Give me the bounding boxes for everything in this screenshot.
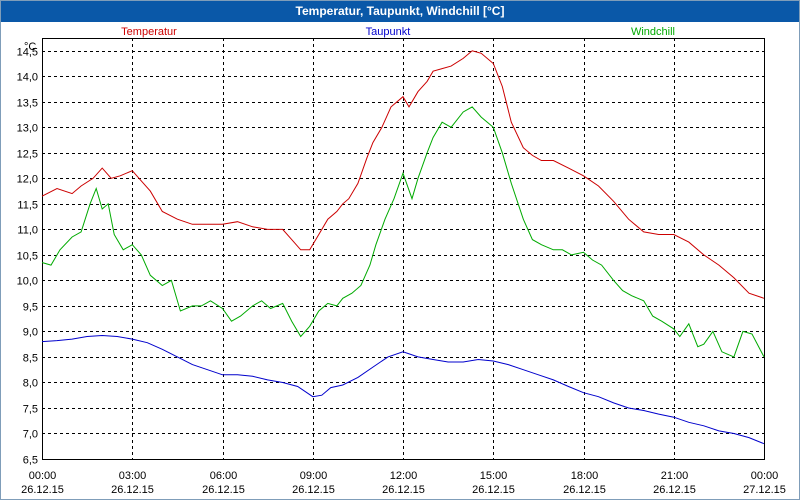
x-tick-date-label: 26.12.15	[472, 484, 515, 496]
y-tick-label: 13,0	[17, 123, 38, 135]
axis-layer: 6,5 7,0 7,5 8,0 8,5 9,0 9,5 10,0 10,5 11,0 11,5 12,…	[17, 38, 786, 496]
series-line-taupunkt	[41, 334, 765, 445]
y-tick-label: 7,0	[23, 429, 38, 441]
x-tick-time-label: 18:00	[571, 470, 599, 482]
y-tick-label: 9,5	[23, 302, 38, 314]
x-tick-date-label: 26.12.15	[21, 484, 64, 496]
x-tick-time-label: 00:00	[29, 470, 57, 482]
y-tick-label: 13,5	[17, 98, 38, 110]
x-tick-date-label: 26.12.15	[382, 484, 425, 496]
plot-frame	[42, 38, 765, 460]
y-tick-label: 9,0	[23, 327, 38, 339]
series-layer	[41, 50, 765, 445]
grid-layer	[42, 38, 765, 460]
legend-temperatur: Temperatur	[121, 26, 177, 38]
legend-windchill: Windchill	[631, 26, 675, 38]
x-tick-time-label: 15:00	[480, 470, 508, 482]
y-tick-label: 14,0	[17, 72, 38, 84]
series-line-temperatur	[41, 50, 765, 299]
y-tick-label: 8,5	[23, 353, 38, 365]
x-tick-date-label: 27.12.15	[743, 484, 786, 496]
y-tick-label: 8,0	[23, 378, 38, 390]
y-tick-label: 11,0	[17, 225, 38, 237]
x-tick-date-label: 26.12.15	[563, 484, 606, 496]
x-tick-time-label: 09:00	[300, 470, 328, 482]
x-tick-date-label: 26.12.15	[202, 484, 245, 496]
x-tick-date-label: 26.12.15	[111, 484, 154, 496]
x-tick-time-label: 12:00	[390, 470, 418, 482]
x-tick-date-label: 26.12.15	[653, 484, 696, 496]
x-tick-time-label: 21:00	[661, 470, 689, 482]
x-tick-time-label: 03:00	[119, 470, 147, 482]
line-chart: 6,5 7,0 7,5 8,0 8,5 9,0 9,5 10,0 10,5 11,0 11,5 12,…	[17, 26, 786, 496]
x-tick-date-label: 26.12.15	[292, 484, 335, 496]
y-tick-label: 7,5	[23, 404, 38, 416]
y-axis-unit-label: °C	[24, 41, 36, 53]
x-tick-time-label: 06:00	[210, 470, 238, 482]
y-tick-label: 14,5	[17, 47, 38, 59]
series-line-windchill	[41, 106, 765, 358]
y-tick-label: 11,5	[17, 200, 38, 212]
legend-layer: Temperatur Taupunkt Windchill	[121, 26, 675, 38]
chart-title: Temperatur, Taupunkt, Windchill [°C]	[1, 1, 799, 22]
y-tick-label: 10,5	[17, 251, 38, 263]
y-tick-label: 10,0	[17, 276, 38, 288]
legend-taupunkt: Taupunkt	[366, 26, 411, 38]
y-tick-label: 12,0	[17, 174, 38, 186]
y-tick-label: 6,5	[23, 455, 38, 467]
y-tick-label: 12,5	[17, 149, 38, 161]
x-tick-time-label: 00:00	[751, 470, 779, 482]
